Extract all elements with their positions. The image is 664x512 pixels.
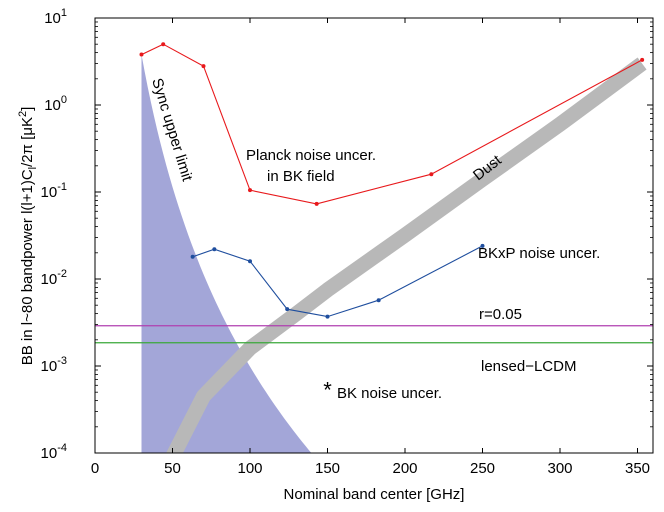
bkxp-annotation: BKxP noise uncer. bbox=[478, 245, 600, 262]
x-tick-label: 150 bbox=[315, 460, 340, 477]
bkxp-noise-point bbox=[285, 307, 290, 312]
axis-ticks: 0 50 100 150 200 250 300 350 10-4 10-3 10-2 10-1 100… bbox=[41, 7, 653, 477]
y-tick-label: 10-2 bbox=[41, 268, 67, 288]
dust-band bbox=[166, 57, 647, 453]
bk-noise-annotation: BK noise uncer. bbox=[337, 385, 442, 402]
y-tick-label: 100 bbox=[44, 94, 67, 114]
planck-noise-point bbox=[201, 64, 206, 69]
planck-annotation-line2: in BK field bbox=[267, 168, 335, 185]
r-annotation: r=0.05 bbox=[479, 306, 522, 323]
y-tick-label: 10-3 bbox=[41, 355, 67, 375]
bkxp-noise-point bbox=[190, 254, 195, 259]
y-axis-label-sup: 2 bbox=[17, 111, 29, 117]
y-tick-label: 101 bbox=[44, 7, 67, 27]
bkxp-noise-point bbox=[248, 259, 252, 264]
y-axis-label: BB in l~80 bandpower l(l+1)Cl/2π [μK2] bbox=[17, 107, 39, 366]
y-tick-label: 10-1 bbox=[41, 181, 67, 201]
plot-area: * bbox=[95, 42, 653, 453]
x-tick-label: 200 bbox=[392, 460, 417, 477]
x-tick-label: 100 bbox=[237, 460, 262, 477]
plot-frame bbox=[94, 17, 654, 454]
x-tick-label: 0 bbox=[91, 460, 99, 477]
bk-noise-marker: * bbox=[323, 378, 332, 403]
bkxp-noise-point bbox=[325, 314, 330, 319]
y-axis-label-end: ] bbox=[19, 107, 36, 111]
x-tick-label: 250 bbox=[470, 460, 495, 477]
planck-annotation-line1: Planck noise uncer. bbox=[246, 147, 376, 164]
x-tick-label: 50 bbox=[164, 460, 181, 477]
y-axis-label-tail: /2π [μK bbox=[19, 117, 36, 167]
planck-noise-point bbox=[429, 172, 434, 177]
x-axis-label: Nominal band center [GHz] bbox=[284, 486, 465, 503]
sync-upper-limit-region bbox=[141, 54, 312, 453]
bkxp-noise-point bbox=[212, 247, 217, 252]
planck-noise-point bbox=[314, 201, 319, 206]
bkxp-noise-point bbox=[480, 243, 485, 248]
y-axis-label-sub: l bbox=[27, 167, 39, 169]
bkxp-noise-point bbox=[376, 298, 381, 303]
x-tick-label: 350 bbox=[625, 460, 650, 477]
x-tick-label: 300 bbox=[547, 460, 572, 477]
planck-noise-point bbox=[640, 57, 645, 62]
y-tick-label: 10-4 bbox=[41, 442, 67, 462]
planck-noise-point bbox=[161, 42, 166, 47]
y-axis-label-main: BB in l~80 bandpower l(l+1)C bbox=[19, 169, 36, 365]
planck-noise-point bbox=[139, 52, 144, 57]
planck-noise-point bbox=[248, 188, 252, 193]
lcdm-annotation: lensed−LCDM bbox=[481, 358, 576, 375]
